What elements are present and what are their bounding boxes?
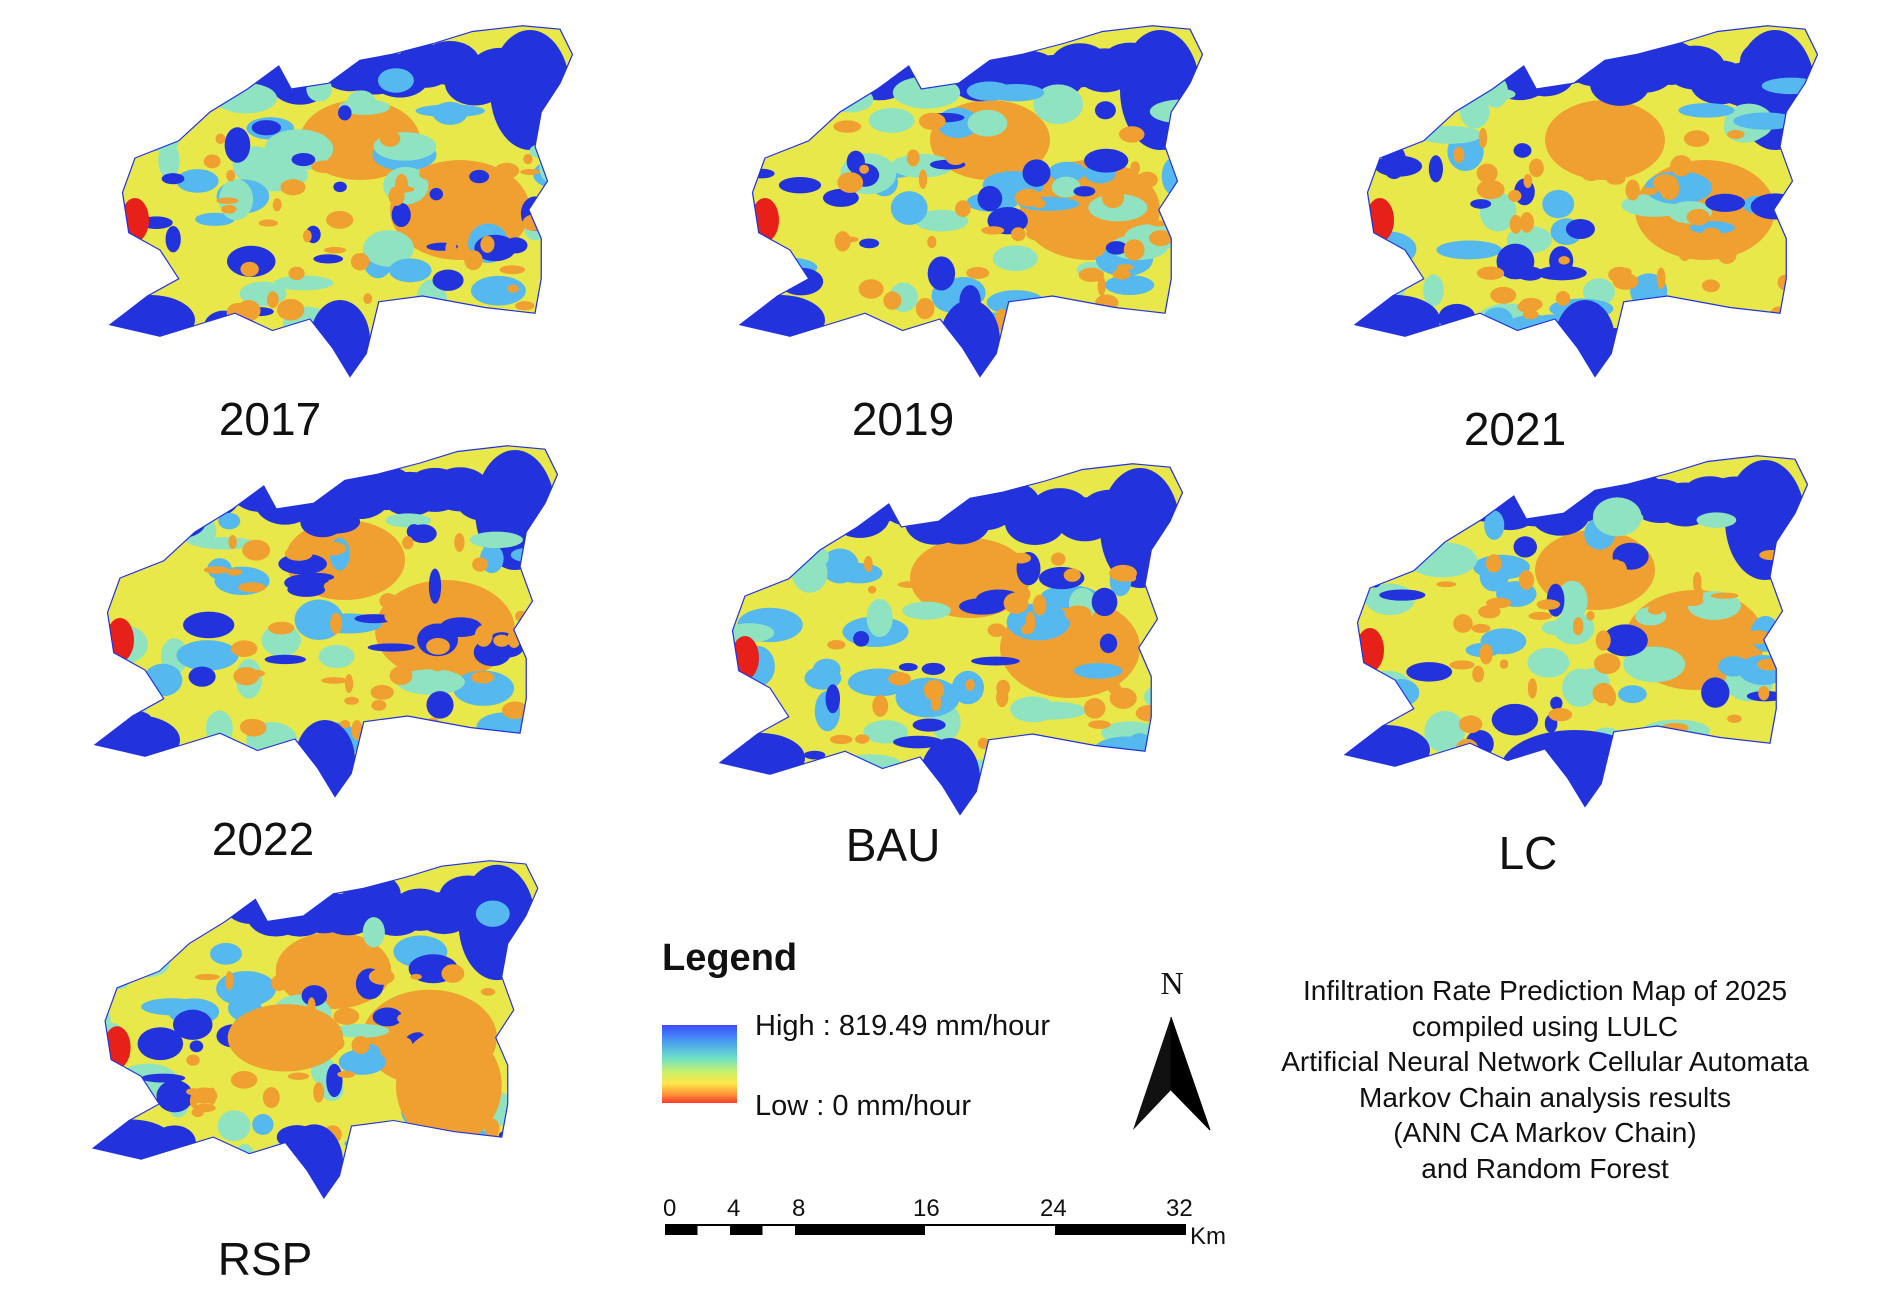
description-line: compiled using LULC <box>1411 1010 1679 1042</box>
scale-tick-32: 32 <box>1166 1195 1193 1222</box>
scale-unit-label: Km <box>1190 1223 1226 1250</box>
map-bau <box>718 463 1184 816</box>
description-line: (ANN CA Markov Chain) <box>1393 1117 1697 1148</box>
panel-label-2019: 2019 <box>851 393 955 445</box>
panel-label-2021: 2021 <box>1463 403 1567 455</box>
map-panel-2019 <box>690 20 1210 390</box>
legend-low-label: Low : 0 mm/hour <box>755 1090 971 1122</box>
map-description: Infiltration Rate Prediction Map of 2025… <box>1240 973 1850 1186</box>
panel-label-2017: 2017 <box>218 393 322 445</box>
map-panel-bau <box>670 458 1190 828</box>
scale-tick-16: 16 <box>913 1195 940 1222</box>
panel-label-lc: LC <box>1498 827 1558 879</box>
description-line: Infiltration Rate Prediction Map of 2025 <box>1302 975 1788 1006</box>
map-panel-rsp <box>45 848 545 1218</box>
map-lc <box>1343 455 1809 808</box>
scale-bar <box>664 1195 1195 1240</box>
map-panel-2022 <box>45 440 565 810</box>
scale-tick-24: 24 <box>1040 1195 1067 1222</box>
legend-title: Legend <box>662 937 798 979</box>
map-panel-2017 <box>60 20 580 390</box>
north-label: N <box>1160 965 1183 1001</box>
scale-tick-0: 0 <box>663 1195 677 1222</box>
panel-label-bau: BAU <box>845 819 941 871</box>
map-2019 <box>738 25 1204 378</box>
map-2021 <box>1353 25 1819 378</box>
description-line: Markov Chain analysis results <box>1359 1081 1731 1113</box>
description-line: Artificial Neural Network Cellular Autom… <box>1281 1046 1809 1077</box>
map-rsp <box>91 860 539 1199</box>
map-2022 <box>93 445 559 798</box>
panel-label-2022: 2022 <box>211 813 315 865</box>
scale-tick-8: 8 <box>792 1195 806 1222</box>
scale-tick-4: 4 <box>727 1195 741 1222</box>
panel-label-rsp: RSP <box>217 1233 313 1285</box>
legend-color-ramp <box>662 1025 737 1103</box>
north-arrow-icon: N <box>1128 962 1218 1137</box>
map-2017 <box>108 25 574 378</box>
description-line: and Random Forest <box>1421 1152 1669 1184</box>
legend-high-label: High : 819.49 mm/hour <box>755 1010 1050 1042</box>
map-panel-2021 <box>1305 20 1825 390</box>
map-panel-lc <box>1295 450 1815 820</box>
